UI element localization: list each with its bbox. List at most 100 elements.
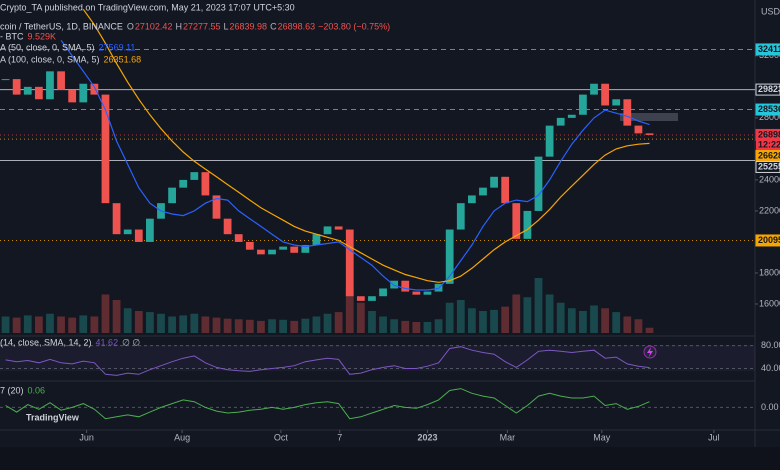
- volume-bar: [545, 294, 554, 333]
- candle: [456, 203, 465, 230]
- x-tick-label: Mar: [500, 432, 516, 442]
- candle: [379, 288, 387, 297]
- volume-bar: [112, 300, 121, 333]
- rsi-line: [5, 346, 650, 376]
- candle: [34, 86, 43, 100]
- candle: [301, 245, 310, 253]
- volume-bar: [590, 305, 598, 333]
- price-label-box: [755, 43, 780, 56]
- candle: [567, 114, 576, 118]
- candle: [323, 226, 332, 235]
- currency: USDT: [761, 6, 780, 16]
- candle: [223, 218, 232, 235]
- candle: [467, 195, 476, 204]
- alert-icon-bolt: [647, 347, 653, 357]
- volume-bar: [412, 322, 421, 333]
- candle: [46, 71, 54, 100]
- rsi-extra: ∅ ∅: [122, 337, 140, 347]
- volume-bar: [368, 311, 376, 333]
- candle: [146, 218, 154, 242]
- candle: [112, 203, 121, 235]
- ohlc-value: 26898.63: [278, 21, 316, 31]
- x-tick-label: 2023: [417, 432, 437, 442]
- price-label: 32411: [758, 44, 780, 54]
- price-label-box: [755, 160, 780, 173]
- volume-bar: [512, 294, 521, 333]
- price-label: 20095: [758, 235, 780, 245]
- volume-bar: [12, 317, 21, 333]
- candle: [212, 195, 221, 219]
- ohlc-key: H: [175, 21, 182, 31]
- x-tick-label: 7: [337, 432, 342, 442]
- volume-bar: [356, 302, 365, 333]
- zone-box: [620, 113, 678, 121]
- volume-bar: [123, 308, 132, 333]
- candle: [645, 133, 654, 135]
- y-tick-label: 24000: [759, 174, 780, 184]
- ohlc-value: 27277.55: [183, 21, 221, 31]
- candle: [534, 156, 543, 211]
- volume-bar: [379, 316, 387, 333]
- volume-bar: [345, 289, 354, 333]
- candle: [268, 249, 276, 255]
- volume-bar: [201, 316, 210, 333]
- ohlc-key: C: [270, 21, 277, 31]
- volume-bar: [146, 312, 154, 333]
- volume-bar: [101, 294, 110, 333]
- candle: [423, 291, 432, 295]
- candle: [290, 246, 299, 253]
- candle: [412, 291, 421, 295]
- countdown-box: [756, 139, 780, 150]
- volume-bar: [534, 278, 543, 333]
- candle: [201, 172, 210, 196]
- candle: [356, 296, 365, 301]
- sma-name: A (50, close, 0, SMA, 5): [0, 42, 95, 52]
- volume-bar: [68, 317, 77, 333]
- y-tick-label: 18000: [759, 267, 780, 277]
- volume-bar: [401, 320, 410, 333]
- logo: TradingView: [26, 412, 80, 422]
- candle: [334, 226, 343, 230]
- volume-bar: [623, 316, 632, 333]
- volume-bar: [501, 306, 510, 333]
- volume-bar: [523, 297, 532, 333]
- volume-bar: [212, 317, 221, 333]
- y-tick-label: 22000: [759, 205, 780, 215]
- publisher: Crypto_TA published on TradingView.com, …: [0, 2, 295, 12]
- price-label: 26898: [758, 129, 780, 139]
- volume-bar: [312, 316, 321, 333]
- sma-value: 27569.11: [99, 42, 136, 52]
- volume-bar: [245, 319, 254, 333]
- x-tick-label: Oct: [274, 432, 289, 442]
- candle: [234, 234, 243, 242]
- candle: [479, 187, 487, 196]
- price-label: 29823: [758, 84, 780, 94]
- candle: [57, 71, 65, 90]
- volume-bar: [179, 315, 188, 333]
- volume-bar: [612, 312, 621, 333]
- ohlc-key: L: [224, 21, 229, 31]
- price-label: 28536: [758, 104, 780, 114]
- volume-bar: [645, 327, 654, 333]
- x-tick-label: Jun: [79, 432, 94, 442]
- volume-bar: [490, 309, 498, 333]
- y-tick-label: 16000: [759, 298, 780, 308]
- price-label-box: [755, 103, 780, 116]
- volume-bar: [134, 311, 143, 333]
- candle: [445, 229, 454, 284]
- candle: [545, 125, 554, 157]
- volume-bar: [334, 312, 343, 333]
- candle: [523, 210, 532, 239]
- candle: [612, 99, 621, 106]
- x-tick-label: Jul: [708, 432, 720, 442]
- candle: [179, 179, 188, 188]
- ohlc-value: 26839.98: [230, 21, 268, 31]
- volume-name: - BTC: [0, 31, 24, 41]
- candle: [312, 234, 321, 246]
- candle: [68, 89, 77, 103]
- rsi-tick-label: 80.00: [761, 340, 780, 350]
- candle: [101, 94, 110, 204]
- candle: [512, 203, 521, 239]
- candle: [79, 83, 88, 103]
